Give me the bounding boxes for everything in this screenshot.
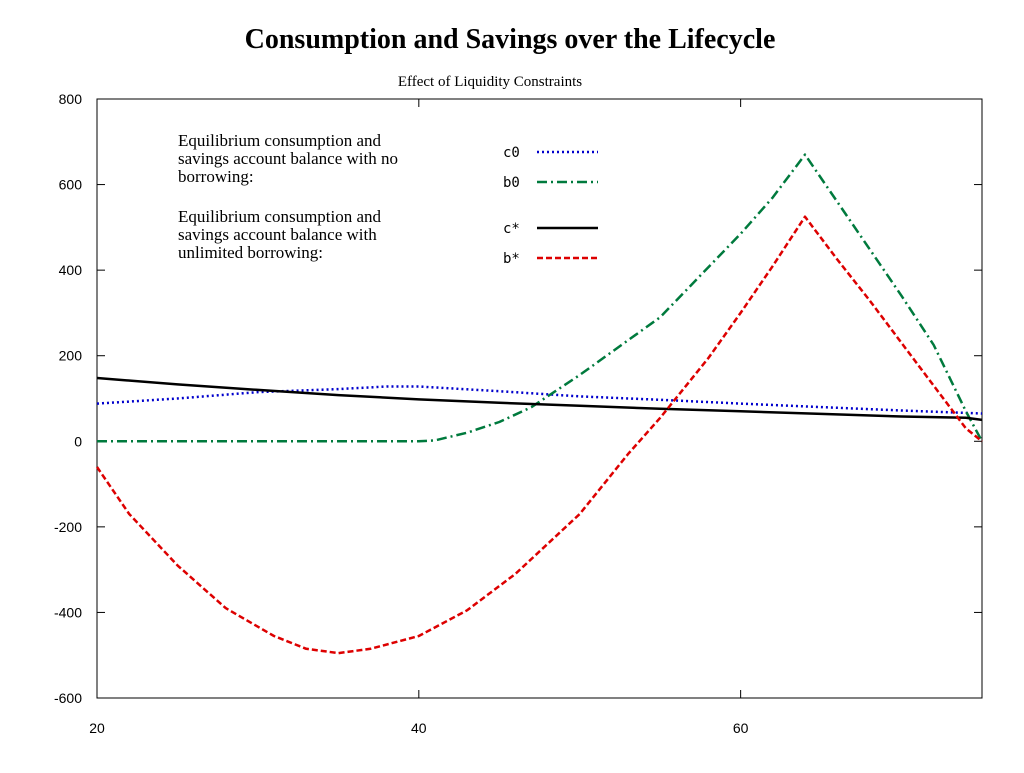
annotation-line: borrowing: [178, 167, 254, 186]
annotation-line: Equilibrium consumption and [178, 131, 382, 150]
chart-subtitle: Effect of Liquidity Constraints [398, 74, 582, 90]
legend-label-c0: c0 [503, 145, 520, 161]
series-line-c0 [96, 385, 983, 415]
y-tick-label: -400 [54, 604, 82, 620]
annotation-unlimited-borrowing: Equilibrium consumption and savings accou… [178, 207, 382, 262]
series-line-b0 [97, 153, 984, 443]
annotation-line: Equilibrium consumption and [178, 207, 382, 226]
annotation-notes: Equilibrium consumption and savings accou… [178, 131, 398, 262]
y-tick-label: -200 [54, 519, 82, 535]
legend-label-c-star: c* [503, 221, 520, 237]
axis-ticks: -600 -400 -200 0 200 400 600 800 20 40 60 [54, 91, 982, 736]
chart-legend: c0 b0 c* b* [503, 145, 598, 267]
x-tick-label: 20 [89, 720, 105, 736]
legend-label-b-star: b* [503, 251, 520, 267]
x-tick-label: 60 [733, 720, 749, 736]
annotation-line: unlimited borrowing: [178, 243, 323, 262]
y-tick-label: 400 [59, 262, 83, 278]
chart-title: Consumption and Savings over the Lifecyc… [245, 24, 776, 55]
y-tick-label: 0 [74, 433, 82, 449]
legend-label-b0: b0 [503, 175, 520, 191]
y-tick-label: -600 [54, 690, 82, 706]
y-tick-label: 600 [59, 177, 83, 193]
annotation-line: savings account balance with no [178, 149, 398, 168]
y-tick-label: 200 [59, 348, 83, 364]
x-tick-label: 40 [411, 720, 427, 736]
series-lines [95, 153, 984, 655]
annotation-no-borrowing: Equilibrium consumption and savings accou… [178, 131, 398, 186]
series-line-c-star [96, 376, 983, 422]
series-line-b-star [95, 215, 983, 655]
plot-frame [96, 98, 983, 699]
y-tick-label: 800 [59, 91, 83, 107]
annotation-line: savings account balance with [178, 225, 377, 244]
